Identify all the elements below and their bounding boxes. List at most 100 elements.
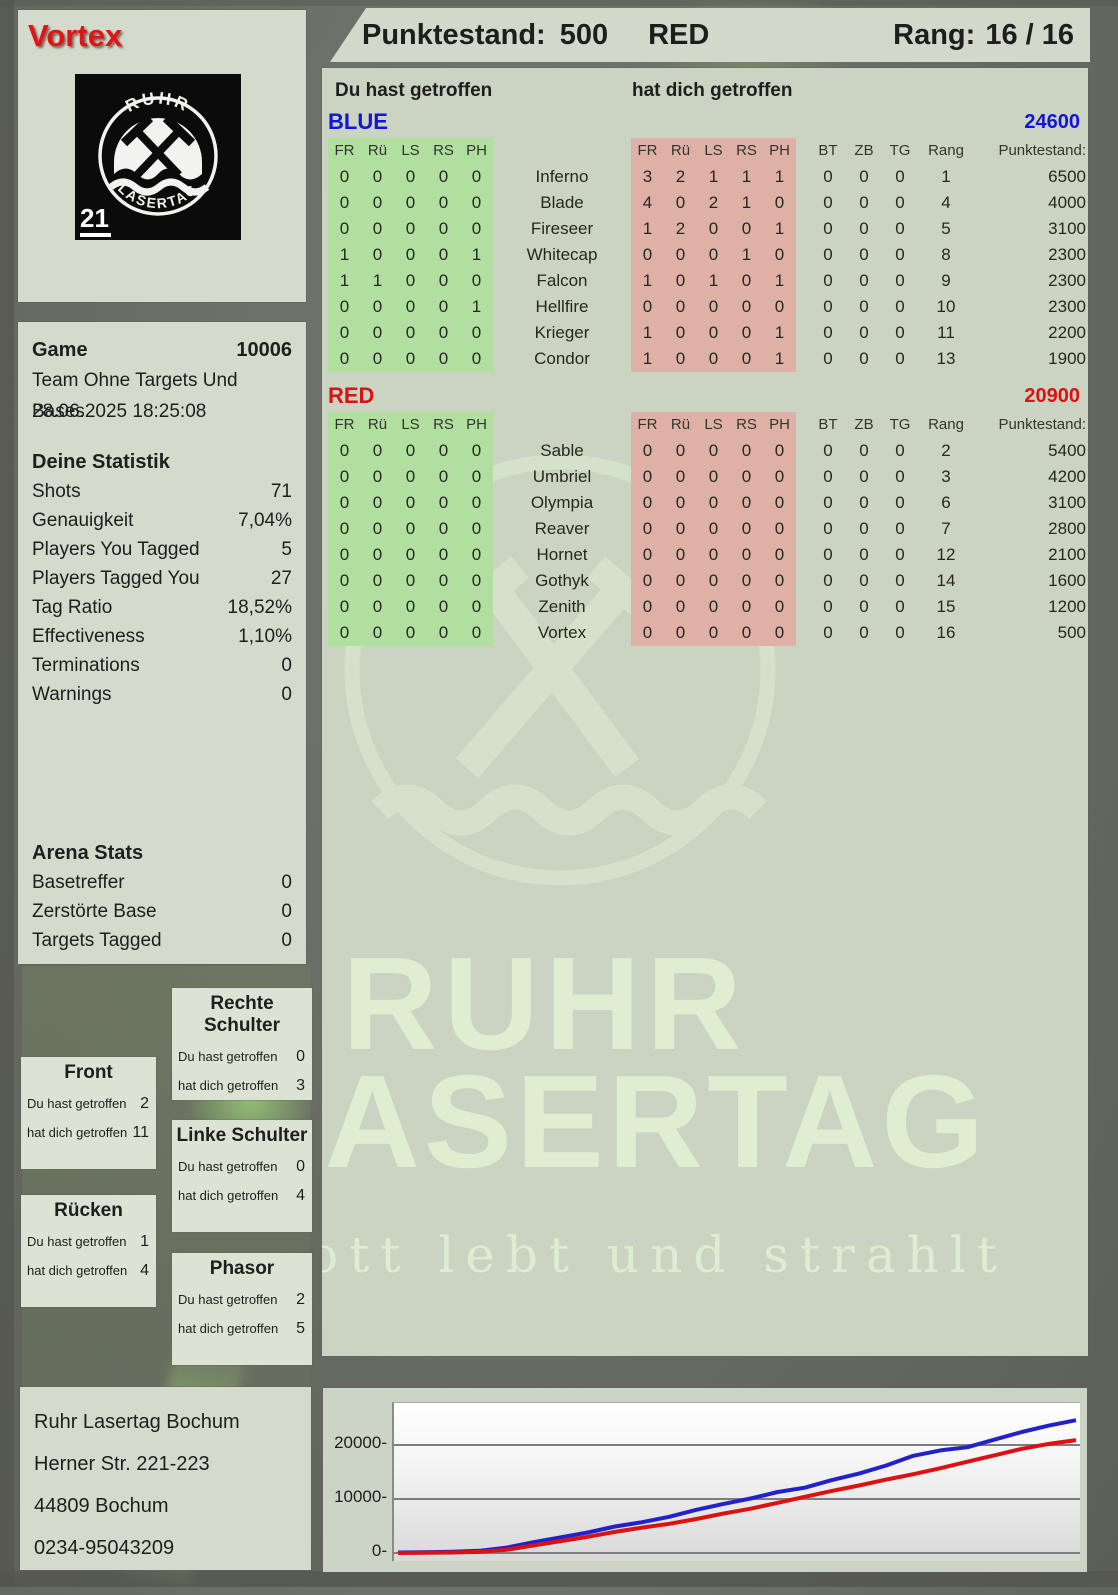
spacer [796,620,810,646]
hit-you-cell: 0 [763,438,796,464]
hit-col-header: LS [394,412,427,438]
hit-you-cell: 0 [664,568,697,594]
points-cell: 500 [1057,623,1086,642]
hit-you-cell: 0 [697,490,730,516]
body-part-you-hit-row: Du hast getroffen 2 [21,1095,156,1113]
stat-value: 27 [270,568,292,589]
hit-col-header: PH [763,138,796,164]
player-name-cell: Inferno [535,167,589,186]
hit-you-cell: 0 [664,346,697,372]
team-header: BLUE 24600 [322,106,1088,138]
you-hit-cell: 0 [361,620,394,646]
tg-cell: 0 [895,245,905,264]
you-hit-cell: 0 [328,594,361,620]
hit-you-cell: 0 [664,268,697,294]
hit-you-cell: 0 [664,516,697,542]
you-hit-cell: 0 [427,346,460,372]
body-part-you-hit-label: Du hast getroffen [27,1096,127,1111]
hit-you-cell: 0 [664,464,697,490]
hit-you-cell: 0 [763,294,796,320]
watermark-tagline: Der Pott lebt und strahlt [322,1226,1008,1284]
hit-you-cell: 0 [631,516,664,542]
body-part-you-hit-row: Du hast getroffen 2 [172,1291,312,1309]
rank-cell: 10 [936,297,956,316]
you-hit-cell: 0 [460,190,493,216]
points-cell: 2100 [1048,545,1086,564]
stat-label: Zerstörte Base [32,901,157,922]
stat-label: Basetreffer [32,872,125,893]
you-hit-cell: 0 [328,216,361,242]
zb-cell: 0 [859,545,869,564]
scoreboard-header-row: FR Rü LS RS PH FR Rü LS RS PH BT ZB TG Rang Punktestan… [328,412,1088,438]
hit-you-cell: 1 [763,164,796,190]
stat-label: Targets Tagged [32,930,162,951]
bt-cell: 0 [823,193,833,212]
hit-you-cell: 0 [631,620,664,646]
stats-rows: Shots 71 Genauigkeit 7,04% Players You Tagge… [32,477,292,709]
hit-you-cell: 0 [631,594,664,620]
you-hit-cell: 0 [394,594,427,620]
you-hit-cell: 0 [361,164,394,190]
you-hit-column-label: Du hast getroffen [335,80,493,101]
watermark-text-lasertag: LASERTAG [322,1048,989,1195]
stat-value: 0 [281,684,292,705]
you-hit-cell: 0 [328,190,361,216]
stat-value: 18,52% [227,597,292,618]
bt-cell: 0 [823,597,833,616]
you-hit-cell: 0 [394,346,427,372]
rank-cell: 11 [937,323,955,342]
body-part-title: Rechte Schulter [203,993,281,1036]
stat-label: Terminations [32,655,140,676]
hit-you-cell: 0 [664,190,697,216]
points-cell: 2300 [1048,297,1086,316]
bt-cell: 0 [823,441,833,460]
player-name-cell: Falcon [536,271,588,290]
you-hit-cell: 0 [460,346,493,372]
stat-label: Shots [32,481,81,502]
hit-you-cell: 0 [763,594,796,620]
rank-cell: 4 [941,193,951,212]
body-part-hit-you-label: hat dich getroffen [27,1263,128,1278]
hit-you-cell: 1 [730,190,763,216]
you-hit-cell: 0 [460,216,493,242]
hit-col-header: Rü [664,138,697,164]
points-cell: 3100 [1048,493,1086,512]
stat-row: Players Tagged You 27 [32,564,292,593]
hit-you-cell: 0 [631,490,664,516]
points-cell: 1600 [1048,571,1086,590]
player-col-header [493,138,631,164]
spacer [796,190,810,216]
hit-you-column-label: hat dich getroffen [632,80,793,101]
points-cell: 4000 [1048,193,1086,212]
body-part-title: Phasor [209,1258,275,1279]
body-part-you-hit-value: 2 [296,1291,305,1308]
hit-col-header: PH [460,138,493,164]
body-part-panel-linke: Linke Schulter Du hast getroffen 0 hat dich… [172,1120,312,1232]
hit-you-cell: 0 [730,542,763,568]
player-team: RED [648,18,710,51]
hit-you-cell: 0 [763,490,796,516]
hit-you-cell: 0 [763,242,796,268]
hit-you-cell: 3 [631,164,664,190]
score-progress-chart-panel: 0- 10000- 20000- [323,1388,1087,1572]
spacer [796,464,810,490]
teams-container: BLUE 24600 FR Rü LS RS PH FR Rü LS RS PH BT ZB TG Rang P… [322,106,1088,646]
you-hit-cell: 0 [328,294,361,320]
you-hit-cell: 0 [394,620,427,646]
tg-cell: 0 [895,297,905,316]
spacer [796,542,810,568]
tg-cell: 0 [895,167,905,186]
hit-you-cell: 0 [697,620,730,646]
player-name-cell: Hornet [536,545,588,564]
body-part-hit-you-row: hat dich getroffen 3 [172,1077,312,1095]
zb-cell: 0 [859,323,869,342]
extra-col-header: ZB [854,142,874,159]
bt-cell: 0 [823,245,833,264]
hit-you-cell: 0 [664,438,697,464]
zb-cell: 0 [859,467,869,486]
hit-you-cell: 0 [697,438,730,464]
hit-col-header: Rü [361,412,394,438]
you-hit-cell: 0 [328,464,361,490]
you-hit-cell: 0 [361,568,394,594]
body-part-hit-you-value: 5 [296,1320,305,1337]
